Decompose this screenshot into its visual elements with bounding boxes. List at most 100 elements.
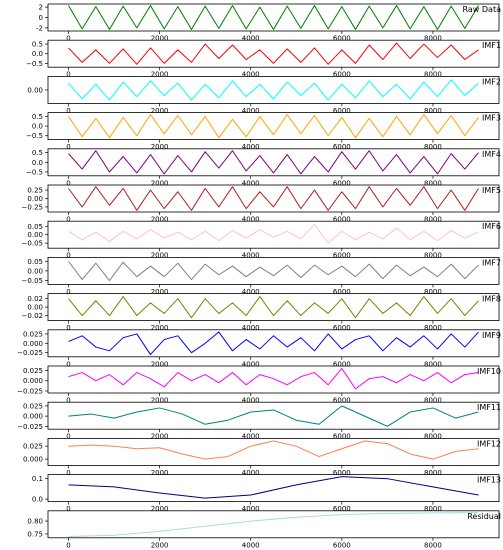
panel-label: IMF10 xyxy=(477,367,501,376)
panel-label: IMF1 xyxy=(482,41,501,50)
x-tick-label: 4000 xyxy=(242,143,260,151)
x-tick-label: 2000 xyxy=(151,35,169,43)
panel-label: IMF6 xyxy=(482,222,501,231)
y-tick-label: 0.000 xyxy=(23,340,43,348)
x-tick-label: 0 xyxy=(66,35,70,43)
x-tick-label: 4000 xyxy=(242,541,260,549)
x-tick-label: 2000 xyxy=(151,324,169,332)
y-tick-label: 0.0 xyxy=(32,159,43,167)
plot-area xyxy=(68,260,479,282)
x-tick-label: 8000 xyxy=(424,252,442,260)
subplot: 0.0 0.1 0 2000 4000 6000 8000 IMF13 xyxy=(32,474,501,513)
x-tick-label: 8000 xyxy=(424,360,442,368)
x-tick-label: 8000 xyxy=(424,179,442,187)
y-tick-label: 0.00 xyxy=(27,86,43,94)
y-tick-label: 0.05 xyxy=(27,223,43,231)
x-tick-label: 6000 xyxy=(333,179,351,187)
y-tick-label: −0.5 xyxy=(26,132,43,140)
x-tick-label: 2000 xyxy=(151,505,169,513)
y-tick-label: −0.05 xyxy=(22,277,43,285)
y-tick-label: 0.5 xyxy=(32,149,43,157)
signal-line xyxy=(68,114,479,139)
plot-area xyxy=(68,440,479,460)
axes-frame xyxy=(47,365,500,394)
y-tick-label: 0.0 xyxy=(32,50,43,58)
plot-area xyxy=(68,331,479,356)
y-tick-label: 0.025 xyxy=(23,402,43,410)
y-tick-label: 0.00 xyxy=(27,195,43,203)
signal-line xyxy=(68,440,479,460)
plot-area xyxy=(68,296,479,319)
x-tick-label: 2000 xyxy=(151,288,169,296)
x-tick-label: 6000 xyxy=(333,360,351,368)
x-tick-label: 0 xyxy=(66,107,70,115)
y-tick-label: −0.025 xyxy=(17,349,43,357)
x-tick-label: 0 xyxy=(66,397,70,405)
x-tick-label: 6000 xyxy=(333,469,351,477)
signal-line xyxy=(68,150,479,175)
y-tick-label: 0.000 xyxy=(23,377,43,385)
axes-frame xyxy=(47,3,500,32)
y-tick-label: −0.025 xyxy=(17,423,43,431)
y-tick-label: -2 xyxy=(36,24,43,32)
x-tick-label: 8000 xyxy=(424,505,442,513)
x-tick-label: 2000 xyxy=(151,469,169,477)
subplot: −0.05 0.000.05 0 2000 4000 6000 8000 IMF7 xyxy=(22,256,501,296)
signal-line xyxy=(68,5,479,30)
axes-frame xyxy=(47,510,500,539)
y-tick-label: 0.025 xyxy=(23,330,43,338)
panel-label: IMF11 xyxy=(477,403,501,412)
subplot: 0.000 0.025 0 2000 4000 6000 8000 IMF12 xyxy=(23,437,501,477)
x-tick-label: 8000 xyxy=(424,35,442,43)
y-tick-label: 0.000 xyxy=(23,413,43,421)
y-tick-label: 0.000 xyxy=(23,456,43,464)
y-tick-label: 0.025 xyxy=(23,367,43,375)
x-tick-label: 4000 xyxy=(242,35,260,43)
x-tick-label: 6000 xyxy=(333,143,351,151)
x-tick-label: 8000 xyxy=(424,288,442,296)
signal-line xyxy=(68,260,479,282)
y-tick-label: −0.02 xyxy=(22,312,43,320)
x-tick-label: 4000 xyxy=(242,397,260,405)
x-tick-label: 4000 xyxy=(242,469,260,477)
y-tick-label: 0.0 xyxy=(32,123,43,131)
x-tick-label: 8000 xyxy=(424,397,442,405)
x-tick-label: 6000 xyxy=(333,288,351,296)
x-tick-label: 8000 xyxy=(424,324,442,332)
subplot: 0.00 0 2000 4000 6000 8000 IMF2 xyxy=(27,76,501,115)
plot-area xyxy=(68,42,479,65)
x-tick-label: 6000 xyxy=(333,71,351,79)
x-tick-label: 2000 xyxy=(151,541,169,549)
x-tick-label: 6000 xyxy=(333,35,351,43)
plot-area xyxy=(68,5,479,30)
panel-label: IMF2 xyxy=(482,77,501,86)
x-tick-label: 4000 xyxy=(242,505,260,513)
x-tick-label: 0 xyxy=(66,505,70,513)
plot-area xyxy=(68,512,479,538)
x-tick-label: 2000 xyxy=(151,179,169,187)
x-tick-label: 0 xyxy=(66,216,70,224)
x-tick-label: 0 xyxy=(66,360,70,368)
plot-area xyxy=(68,186,479,211)
x-tick-label: 6000 xyxy=(333,505,351,513)
x-tick-label: 8000 xyxy=(424,143,442,151)
x-tick-label: 4000 xyxy=(242,360,260,368)
signal-line xyxy=(68,512,479,538)
subplot: -2 0 2 0 2000 4000 6000 8000 Raw Data xyxy=(36,3,501,43)
x-tick-label: 4000 xyxy=(242,216,260,224)
panel-label: IMF12 xyxy=(477,439,501,448)
subplot: −0.025 0.000 0.025 0 2000 4000 6000 8000 IMF11 xyxy=(17,401,501,441)
panel-label: IMF4 xyxy=(482,150,501,159)
x-tick-label: 6000 xyxy=(333,252,351,260)
y-tick-label: 0.5 xyxy=(32,113,43,121)
subplot: 0.75 0.80 0 2000 4000 6000 8000 Residual xyxy=(27,510,501,549)
axes-frame xyxy=(47,474,500,503)
y-tick-label: 0.00 xyxy=(27,304,43,312)
x-tick-label: 2000 xyxy=(151,252,169,260)
subplot: −0.020.000.02 0 2000 4000 6000 8000 IMF8 xyxy=(22,293,501,332)
x-tick-label: 8000 xyxy=(424,107,442,115)
y-tick-label: 0.00 xyxy=(27,231,43,239)
x-tick-label: 4000 xyxy=(242,179,260,187)
